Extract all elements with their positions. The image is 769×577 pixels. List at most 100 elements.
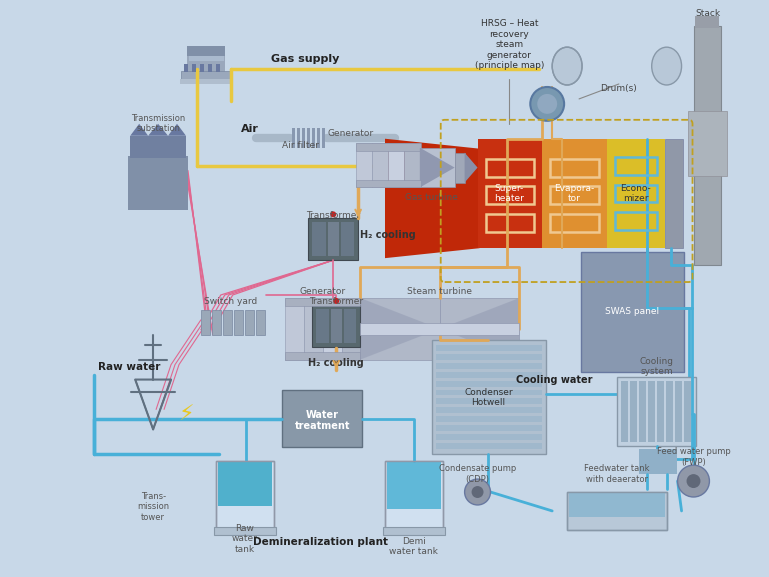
- Circle shape: [677, 465, 710, 497]
- Text: Feed water pump
(FWP): Feed water pump (FWP): [657, 448, 731, 467]
- Bar: [128, 156, 188, 211]
- Bar: [550, 186, 599, 204]
- Bar: [639, 449, 677, 474]
- Bar: [664, 138, 683, 248]
- Bar: [184, 64, 188, 72]
- Bar: [617, 377, 697, 446]
- Bar: [360, 323, 519, 335]
- Bar: [436, 417, 542, 422]
- Bar: [285, 298, 305, 359]
- Bar: [485, 215, 534, 233]
- Bar: [436, 372, 542, 377]
- Text: H₂ cooling: H₂ cooling: [308, 358, 364, 368]
- Bar: [567, 492, 667, 530]
- Bar: [666, 381, 673, 442]
- Bar: [420, 148, 454, 188]
- Bar: [216, 64, 220, 72]
- Bar: [356, 179, 421, 188]
- Bar: [214, 527, 275, 535]
- Text: ⚡: ⚡: [178, 404, 194, 425]
- Bar: [436, 399, 542, 404]
- Bar: [436, 407, 542, 413]
- Circle shape: [471, 486, 484, 498]
- Text: Steam turbine: Steam turbine: [408, 287, 472, 297]
- Bar: [322, 128, 325, 148]
- Polygon shape: [420, 148, 454, 188]
- Text: Raw water: Raw water: [98, 362, 161, 372]
- Polygon shape: [168, 124, 186, 136]
- Text: Trans-
mission
tower: Trans- mission tower: [137, 492, 169, 522]
- Text: Transformer: Transformer: [309, 297, 363, 306]
- Bar: [148, 136, 168, 158]
- Ellipse shape: [552, 47, 582, 85]
- Bar: [285, 352, 360, 359]
- Bar: [201, 310, 210, 335]
- Circle shape: [464, 479, 491, 505]
- Bar: [180, 79, 231, 84]
- Bar: [341, 222, 355, 256]
- Bar: [647, 381, 654, 442]
- Bar: [436, 389, 542, 395]
- Bar: [581, 252, 684, 372]
- Bar: [216, 461, 274, 533]
- Bar: [388, 143, 404, 188]
- Bar: [308, 128, 311, 148]
- Circle shape: [330, 211, 336, 218]
- Bar: [478, 138, 542, 248]
- Bar: [234, 310, 243, 335]
- Bar: [245, 310, 254, 335]
- Bar: [302, 128, 305, 148]
- Bar: [218, 461, 271, 506]
- Text: Demi
water tank: Demi water tank: [389, 537, 438, 556]
- Bar: [567, 492, 667, 530]
- Bar: [436, 381, 542, 387]
- Bar: [687, 111, 727, 175]
- Bar: [436, 362, 542, 369]
- Bar: [485, 159, 534, 177]
- Text: Super-
heater: Super- heater: [494, 183, 524, 203]
- Text: Generator: Generator: [327, 129, 373, 138]
- Bar: [323, 298, 342, 359]
- Bar: [372, 143, 388, 188]
- Bar: [211, 310, 221, 335]
- Bar: [694, 27, 721, 265]
- Text: Feedwater tank
with deaerator: Feedwater tank with deaerator: [584, 464, 650, 484]
- Text: Air filter: Air filter: [282, 141, 319, 150]
- Bar: [200, 64, 204, 72]
- Text: Drum(s): Drum(s): [601, 84, 638, 93]
- Text: Generator: Generator: [299, 287, 345, 297]
- Text: Gas supply: Gas supply: [271, 54, 340, 64]
- Circle shape: [333, 298, 339, 304]
- Circle shape: [538, 94, 558, 114]
- Text: Demineralization plant: Demineralization plant: [253, 537, 388, 547]
- Bar: [615, 212, 657, 230]
- Bar: [345, 309, 356, 343]
- Bar: [404, 143, 420, 188]
- Bar: [436, 443, 542, 449]
- Bar: [331, 309, 342, 343]
- Polygon shape: [440, 298, 519, 359]
- Text: Cooling
system: Cooling system: [640, 357, 674, 376]
- Bar: [189, 56, 224, 61]
- Bar: [440, 298, 519, 359]
- Text: Transmission
substation: Transmission substation: [131, 114, 185, 133]
- Circle shape: [687, 474, 701, 488]
- Bar: [192, 64, 196, 72]
- Bar: [615, 156, 657, 175]
- Bar: [436, 434, 542, 440]
- Bar: [569, 492, 664, 517]
- Bar: [168, 136, 186, 158]
- Bar: [436, 354, 542, 359]
- Bar: [328, 222, 339, 256]
- Text: Transformer: Transformer: [306, 211, 361, 220]
- Text: Raw
water
tank: Raw water tank: [231, 524, 258, 554]
- Bar: [385, 461, 443, 533]
- Text: Switch yard: Switch yard: [204, 297, 258, 306]
- Text: Cooling water: Cooling water: [516, 374, 592, 384]
- Bar: [485, 186, 534, 204]
- Bar: [383, 527, 444, 535]
- Bar: [318, 128, 321, 148]
- Bar: [316, 309, 329, 343]
- Bar: [431, 340, 546, 454]
- Text: Econo-
mizer: Econo- mizer: [621, 183, 651, 203]
